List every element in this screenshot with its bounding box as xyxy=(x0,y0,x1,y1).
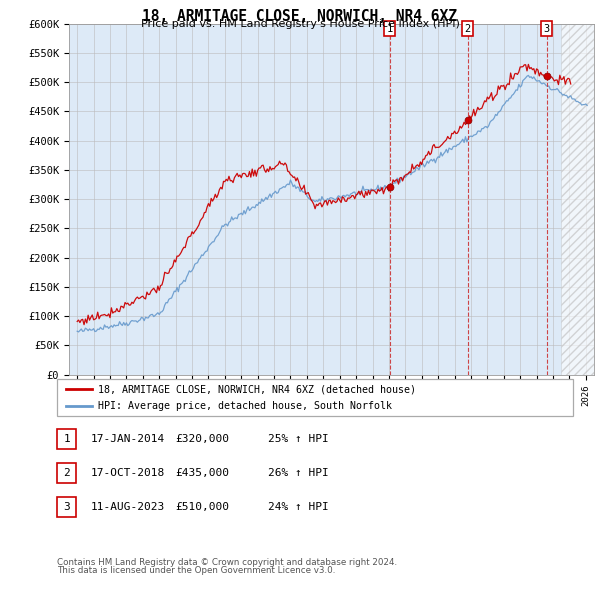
Text: Price paid vs. HM Land Registry's House Price Index (HPI): Price paid vs. HM Land Registry's House … xyxy=(140,19,460,30)
Text: 26% ↑ HPI: 26% ↑ HPI xyxy=(268,468,329,478)
Text: Contains HM Land Registry data © Crown copyright and database right 2024.: Contains HM Land Registry data © Crown c… xyxy=(57,558,397,567)
Text: 1: 1 xyxy=(63,434,70,444)
Text: HPI: Average price, detached house, South Norfolk: HPI: Average price, detached house, Sout… xyxy=(98,401,392,411)
Text: 24% ↑ HPI: 24% ↑ HPI xyxy=(268,503,329,512)
Bar xyxy=(390,24,547,375)
Text: 17-OCT-2018: 17-OCT-2018 xyxy=(91,468,166,478)
Text: 25% ↑ HPI: 25% ↑ HPI xyxy=(268,434,329,444)
Text: £320,000: £320,000 xyxy=(175,434,229,444)
Text: 3: 3 xyxy=(63,503,70,512)
Text: 3: 3 xyxy=(544,24,550,34)
Text: 17-JAN-2014: 17-JAN-2014 xyxy=(91,434,166,444)
Text: This data is licensed under the Open Government Licence v3.0.: This data is licensed under the Open Gov… xyxy=(57,566,335,575)
Text: 18, ARMITAGE CLOSE, NORWICH, NR4 6XZ: 18, ARMITAGE CLOSE, NORWICH, NR4 6XZ xyxy=(143,9,458,24)
Text: £435,000: £435,000 xyxy=(175,468,229,478)
Text: 11-AUG-2023: 11-AUG-2023 xyxy=(91,503,166,512)
Text: £510,000: £510,000 xyxy=(175,503,229,512)
Text: 2: 2 xyxy=(464,24,471,34)
Text: 18, ARMITAGE CLOSE, NORWICH, NR4 6XZ (detached house): 18, ARMITAGE CLOSE, NORWICH, NR4 6XZ (de… xyxy=(98,384,416,394)
Text: 2: 2 xyxy=(63,468,70,478)
Text: 1: 1 xyxy=(386,24,393,34)
